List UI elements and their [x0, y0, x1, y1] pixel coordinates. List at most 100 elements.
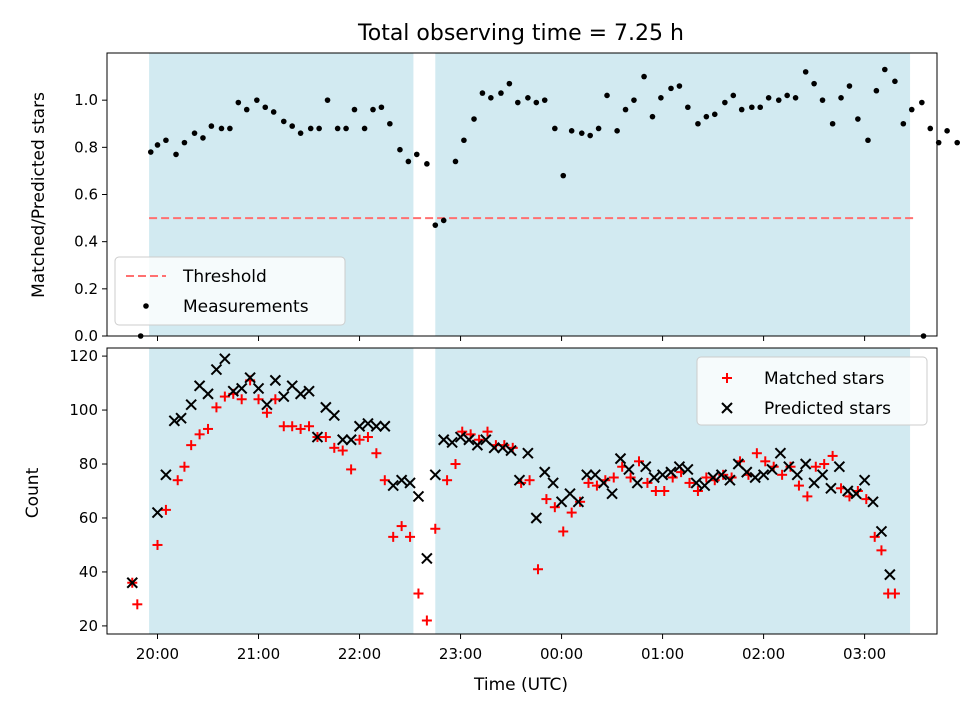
- measurement-point: [218, 125, 225, 132]
- matched-star-point: [388, 531, 399, 542]
- measurement-point: [908, 106, 915, 113]
- predicted-star-point: [631, 477, 644, 489]
- top-y-tick-label-4: 0.8: [74, 138, 98, 156]
- predicted-star-point: [471, 439, 484, 451]
- matched-star-point: [194, 429, 205, 440]
- matched-star-point: [793, 480, 804, 491]
- matched-star-point: [172, 475, 183, 486]
- measurement-point: [765, 95, 772, 101]
- measurement-point: [685, 104, 691, 111]
- measurement-point: [432, 222, 439, 228]
- predicted-star-point: [429, 469, 442, 481]
- measurement-point: [944, 128, 950, 134]
- predicted-star-point: [858, 474, 871, 486]
- bottom-y-tick-label-3: 80: [79, 455, 98, 473]
- matched-star-point: [379, 475, 390, 486]
- predicted-star-point: [227, 385, 239, 397]
- measurement-point: [137, 333, 144, 339]
- matched-star-point: [329, 442, 340, 453]
- predicted-star-point: [202, 388, 214, 400]
- matched-star-point: [430, 523, 441, 534]
- predicted-star-point: [741, 466, 753, 478]
- measurement-point: [560, 172, 567, 179]
- matched-star-point: [541, 494, 552, 505]
- matched-star-point: [413, 588, 424, 599]
- chart-title: Total observing time = 7.25 h: [357, 21, 684, 46]
- predicted-star-point: [446, 436, 458, 449]
- measurement-point: [730, 92, 737, 99]
- matched-star-point: [701, 472, 712, 483]
- x-tick-label-1: 21:00: [237, 645, 280, 663]
- measurement-point: [413, 151, 420, 158]
- matched-star-point: [270, 394, 281, 405]
- bottom-y-tick-label-4: 100: [69, 401, 98, 419]
- measurement-point: [775, 97, 782, 103]
- predicted-star-point: [151, 506, 164, 519]
- predicted-star-point: [833, 461, 846, 473]
- matched-star-point: [482, 426, 493, 437]
- matched-star-point: [211, 402, 222, 413]
- legend-label-threshold: Threshold: [182, 267, 267, 287]
- x-tick-label-4: 00:00: [540, 645, 583, 663]
- shade-top-1: [435, 53, 911, 336]
- predicted-star-point: [572, 496, 585, 508]
- predicted-star-point: [210, 363, 223, 376]
- measurement-point: [855, 116, 861, 122]
- measurement-point: [297, 130, 304, 136]
- measurement-point: [811, 80, 817, 87]
- predicted-star-point: [799, 458, 812, 470]
- matched-star-point: [236, 394, 247, 405]
- measurement-point: [351, 106, 358, 113]
- predicted-star-point: [749, 471, 761, 484]
- predicted-star-point: [648, 471, 660, 484]
- predicted-star-point: [850, 487, 862, 500]
- bottom-y-tick-label-0: 20: [79, 617, 98, 635]
- shaded-intervals: [149, 53, 911, 634]
- matched-star-point: [684, 477, 695, 488]
- predicted-star-point: [606, 487, 618, 500]
- x-axis-label: Time (UTC): [473, 675, 568, 695]
- matched-star-point: [575, 496, 586, 507]
- predicted-star-point: [175, 412, 187, 424]
- predicted-star-point: [438, 434, 450, 446]
- matched-star-point: [253, 394, 264, 405]
- measurement-point: [533, 99, 540, 106]
- measurement-point: [235, 99, 242, 106]
- measurement-point: [892, 78, 898, 85]
- matched-star-point: [777, 469, 788, 480]
- x-tick-label-0: 20:00: [136, 645, 179, 663]
- predicted-star-point: [168, 415, 181, 427]
- measurement-point: [622, 106, 629, 113]
- matched-star-point: [549, 502, 560, 513]
- measurement-point: [361, 125, 368, 132]
- bottom-y-tick-label-5: 120: [69, 347, 98, 365]
- matched-star-point: [261, 407, 272, 418]
- predicted-star-point: [261, 398, 273, 411]
- predicted-star-point: [235, 382, 248, 395]
- shade-bottom-0: [149, 348, 414, 634]
- top-legend: Threshold Measurements: [114, 256, 346, 326]
- predicted-star-point: [640, 461, 652, 473]
- x-tick-label-7: 03:00: [843, 645, 886, 663]
- predicted-star-point: [395, 474, 408, 486]
- measurement-point: [722, 99, 728, 106]
- matched-star-point: [219, 391, 230, 402]
- predicted-star-point: [244, 371, 256, 384]
- measurement-point: [829, 120, 836, 127]
- matched-star-point: [608, 472, 619, 483]
- matched-star-point: [642, 477, 653, 488]
- top-y-tick-label-1: 0.2: [74, 280, 98, 298]
- predicted-star-point: [345, 434, 357, 446]
- measurement-point: [163, 137, 169, 144]
- data-marks: [126, 66, 960, 626]
- matched-star-point: [354, 434, 365, 445]
- top-y-tick-label-2: 0.4: [74, 233, 98, 251]
- matched-star-point: [558, 526, 569, 537]
- measurement-point: [695, 120, 701, 127]
- matched-star-point: [869, 531, 880, 542]
- measurement-point: [703, 113, 710, 120]
- matched-star-point: [421, 615, 432, 626]
- measurement-point: [587, 132, 593, 139]
- predicted-star-point: [656, 469, 669, 481]
